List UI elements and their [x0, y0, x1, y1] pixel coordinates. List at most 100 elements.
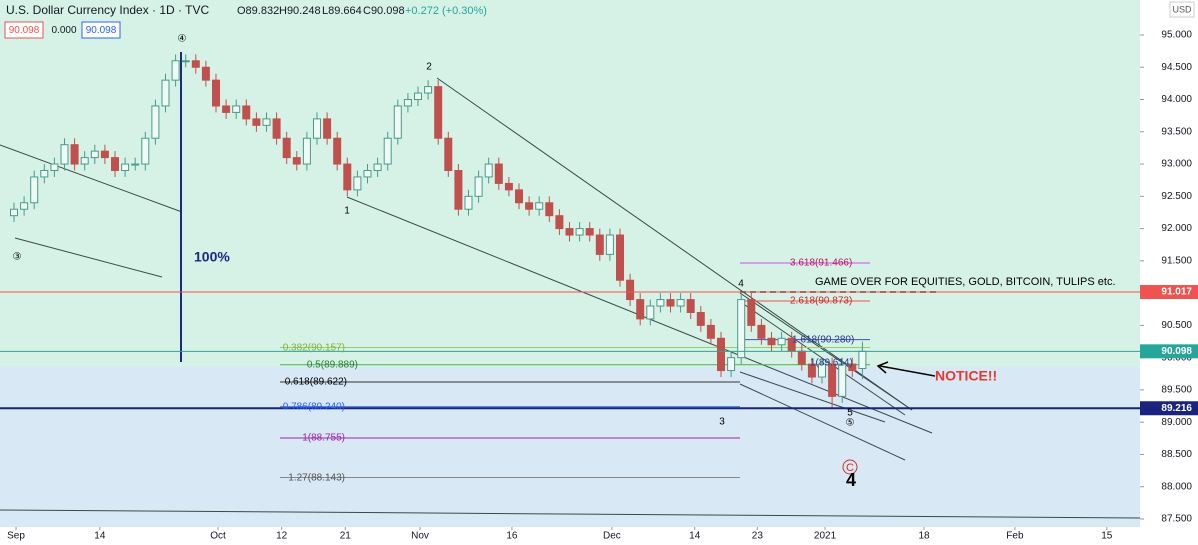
ohlc: O89.832 — [237, 5, 279, 17]
candle-body — [828, 363, 837, 397]
candle-body — [838, 363, 847, 397]
wave-label: 2 — [426, 62, 432, 73]
candle-body — [252, 118, 261, 126]
candle-body — [555, 215, 564, 230]
candle-body — [757, 324, 766, 339]
candle-body — [494, 163, 503, 184]
wave-label: C — [846, 462, 854, 474]
note: NOTICE!! — [935, 368, 997, 384]
candle-body — [525, 202, 534, 210]
price-tag — [1140, 285, 1198, 300]
candle-body — [343, 163, 352, 191]
candle-body — [595, 234, 604, 255]
fib-label: 1.27(88.143) — [288, 473, 345, 484]
fib-label: 0.382(90.157) — [283, 343, 345, 354]
x-tick-label: Feb — [1006, 531, 1024, 542]
candle-body — [60, 144, 69, 165]
candle-body — [201, 66, 210, 81]
candle-body — [706, 324, 715, 339]
x-tick-label: 23 — [752, 531, 764, 542]
candle-body — [666, 299, 675, 307]
ohlc: H90.248 — [279, 5, 321, 17]
candle-body — [131, 163, 140, 166]
candle-body — [40, 170, 49, 178]
candle-body — [807, 363, 816, 378]
candle-body — [747, 299, 756, 326]
candle-body — [30, 176, 39, 204]
trendline — [0, 144, 183, 213]
candle-body — [171, 60, 180, 81]
y-tick-label: 88.500 — [1161, 449, 1192, 460]
candle-body — [191, 60, 200, 68]
candle-body — [353, 176, 362, 191]
ohlc-change: +0.272 (+0.30%) — [405, 5, 487, 17]
candle-body — [383, 137, 392, 165]
price-box — [4, 21, 44, 39]
x-tick-label: Nov — [411, 531, 429, 542]
y-tick-label: 92.000 — [1161, 223, 1192, 234]
fib-label: 0.618(89.622) — [285, 377, 347, 388]
candle-body — [636, 299, 645, 320]
price-tag-label: 91.017 — [1161, 287, 1192, 298]
candle-body — [80, 157, 89, 165]
candle-body — [797, 350, 806, 365]
percent-label: 100% — [194, 249, 230, 265]
candle-body — [616, 234, 624, 281]
candle-body — [403, 99, 412, 107]
price-tag — [1140, 401, 1198, 416]
y-tick-label: 91.500 — [1161, 255, 1192, 266]
candle-body — [656, 299, 665, 307]
trendline — [0, 509, 1141, 519]
y-tick-label: 94.000 — [1161, 94, 1192, 105]
candle-body — [777, 337, 786, 346]
trendline — [14, 237, 163, 278]
candle-body — [393, 105, 402, 139]
trendline — [739, 371, 886, 423]
currency-box — [1169, 1, 1195, 18]
candle-body — [515, 189, 523, 204]
candle-body — [727, 357, 736, 372]
candle-body — [676, 299, 685, 307]
candle-body — [141, 137, 150, 165]
candle-body — [605, 234, 614, 255]
x-tick-label: 15 — [1101, 531, 1113, 542]
x-tick-label: 14 — [689, 531, 701, 542]
fib-label: 0.786(89.240) — [283, 402, 345, 413]
candle-body — [717, 337, 725, 372]
candle-body — [696, 311, 705, 326]
y-tick-label: 89.000 — [1161, 417, 1192, 428]
candle-body — [686, 299, 695, 313]
wave-label: 3 — [719, 417, 725, 428]
candle-body — [242, 105, 251, 120]
y-tick-label: 95.000 — [1161, 30, 1192, 41]
candle-body — [464, 195, 473, 210]
x-tick-label: 16 — [506, 531, 518, 542]
ohlc: L89.664 — [322, 5, 362, 17]
candle-body — [646, 305, 655, 320]
candle-body — [282, 137, 291, 159]
y-tick-label: 88.000 — [1161, 481, 1192, 492]
candle-body — [313, 118, 321, 139]
arrow-head — [876, 361, 889, 374]
candle-body — [545, 202, 554, 217]
candle-body — [161, 79, 170, 107]
y-tick-label: 93.500 — [1161, 126, 1192, 137]
x-tick-label: 2021 — [814, 531, 837, 542]
candle-body — [262, 118, 271, 126]
candle-body — [454, 170, 463, 210]
chart-title: U.S. Dollar Currency Index · 1D · TVC — [6, 3, 210, 17]
candle-body — [767, 337, 776, 346]
price-box — [81, 21, 121, 39]
x-tick-label: Dec — [603, 531, 621, 542]
candle-body — [272, 118, 281, 139]
fib-label: 2.618(90.873) — [790, 296, 852, 307]
candle-body — [565, 228, 574, 236]
candle-body — [212, 79, 220, 107]
candle-body — [535, 202, 544, 210]
candle-body — [373, 163, 382, 172]
y-tick-label: 93.000 — [1161, 159, 1192, 170]
fib-label: 0.5(89.889) — [307, 360, 358, 371]
y-tick-label: 92.500 — [1161, 191, 1192, 202]
candle-body — [100, 150, 109, 159]
